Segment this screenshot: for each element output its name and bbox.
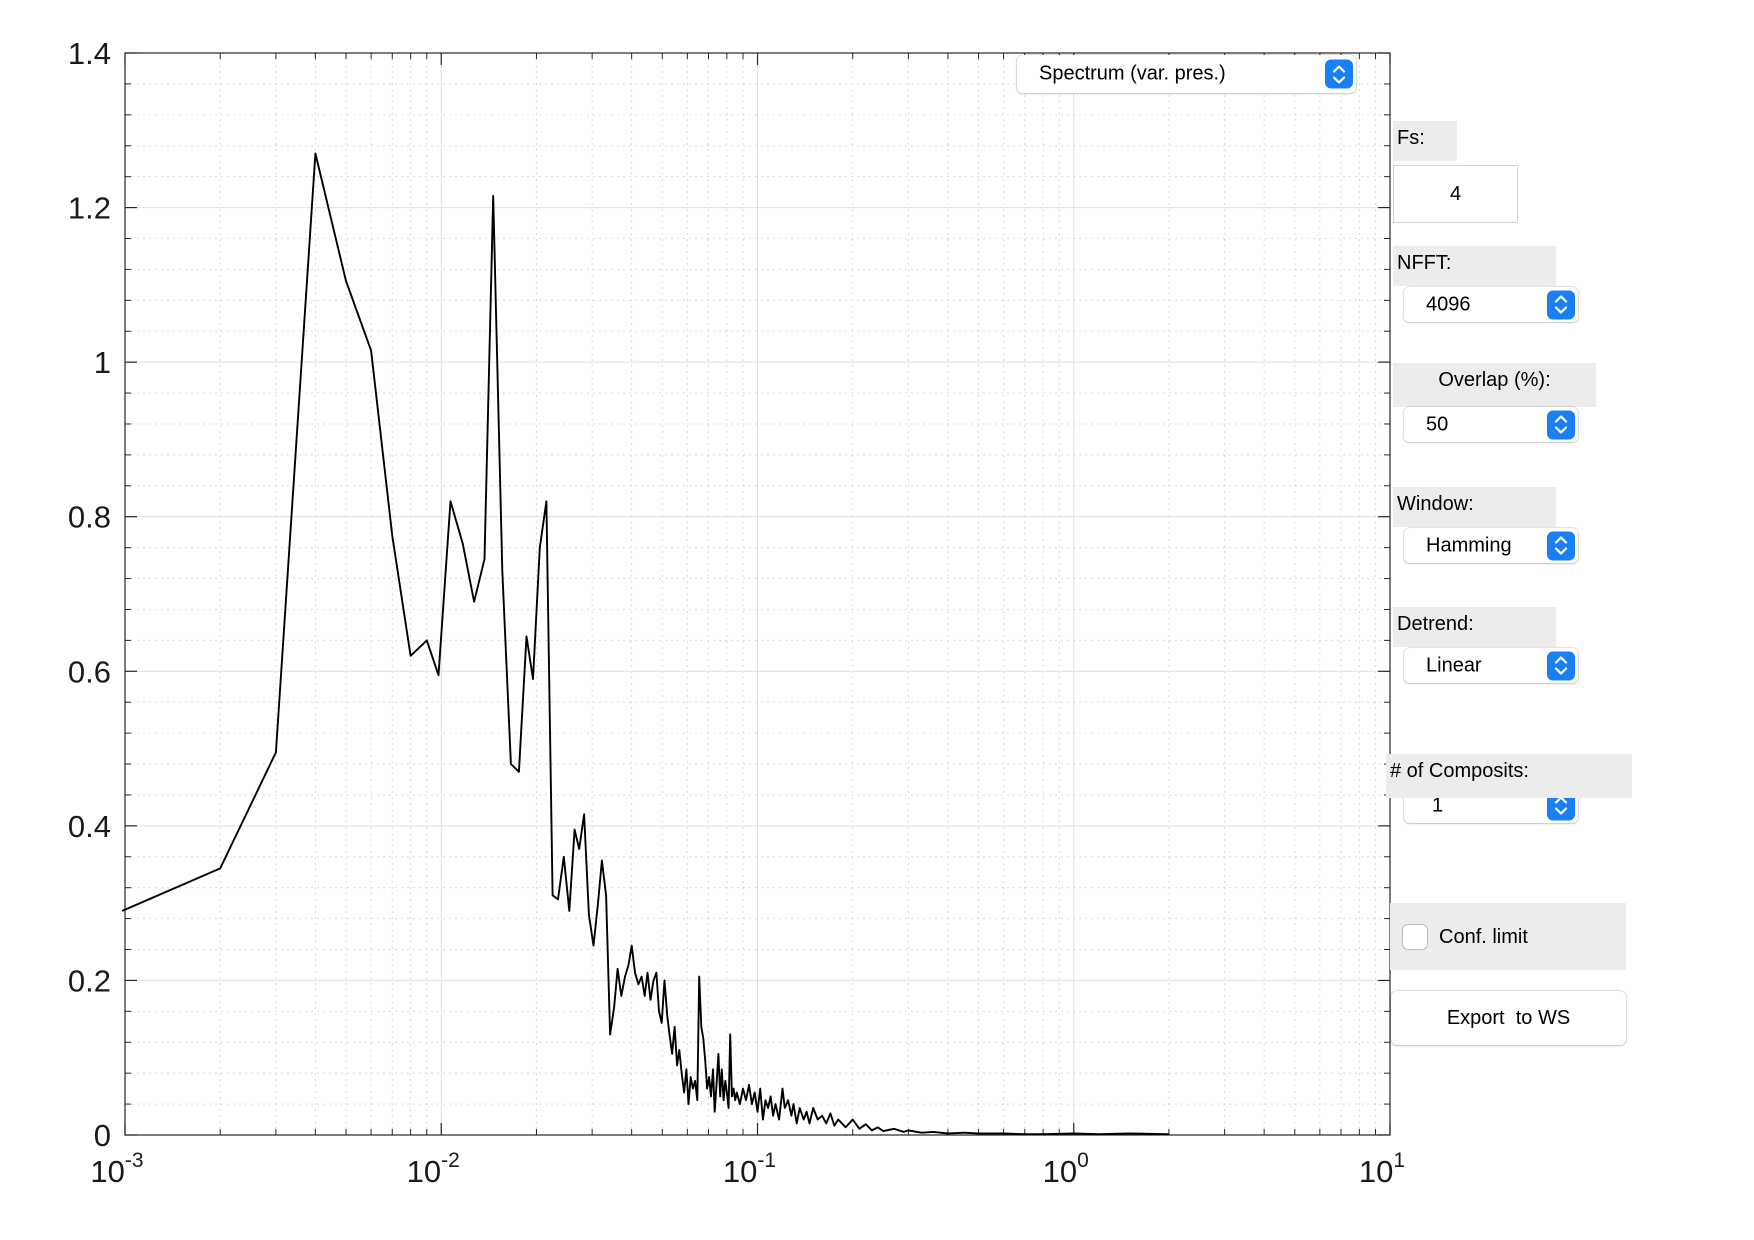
chevron-updown-icon xyxy=(1547,410,1575,439)
y-tick-label: 1.2 xyxy=(68,191,111,226)
detrend-select[interactable]: Linear xyxy=(1404,648,1578,683)
y-tick-label: 0.4 xyxy=(68,809,111,844)
chevron-updown-icon xyxy=(1547,531,1575,560)
y-tick-label: 0.6 xyxy=(68,654,111,689)
detrend-label: Detrend: xyxy=(1393,607,1556,647)
fs-label: Fs: xyxy=(1393,121,1457,161)
x-tick-label: 10-3 xyxy=(90,1149,143,1189)
overlap-select[interactable]: 50 xyxy=(1404,407,1578,442)
window-value: Hamming xyxy=(1426,534,1512,556)
y-tick-label: 0 xyxy=(94,1118,111,1153)
composits-label: # of Composits: xyxy=(1386,754,1632,798)
window-select[interactable]: Hamming xyxy=(1404,528,1578,563)
chevron-updown-icon xyxy=(1325,59,1353,89)
y-tick-label: 1 xyxy=(94,345,111,380)
spectrum-line xyxy=(121,152,1170,1136)
detrend-value: Linear xyxy=(1426,654,1482,676)
minor-grid xyxy=(125,53,1390,1135)
export-to-ws-button[interactable]: Export to WS xyxy=(1391,991,1626,1045)
chevron-updown-icon xyxy=(1547,290,1575,319)
nfft-value: 4096 xyxy=(1426,293,1471,315)
chevron-updown-icon xyxy=(1547,651,1575,680)
x-tick-label: 10-2 xyxy=(407,1149,460,1189)
composits-value: 1 xyxy=(1432,794,1444,816)
x-tick-label: 10-1 xyxy=(723,1149,776,1189)
fs-field[interactable]: 4 xyxy=(1393,165,1518,223)
y-tick-label: 1.4 xyxy=(68,36,111,71)
conf-limit-checkbox[interactable] xyxy=(1402,924,1428,950)
plot-type-value: Spectrum (var. pres.) xyxy=(1039,62,1226,85)
y-tick-labels: 0 0.2 0.4 0.6 0.8 1 1.2 1.4 xyxy=(68,36,111,1153)
nfft-label: NFFT: xyxy=(1393,246,1556,286)
x-tick-labels: 10-3 10-2 10-1 100 101 xyxy=(90,1149,1405,1189)
plot-type-select[interactable]: Spectrum (var. pres.) xyxy=(1017,55,1356,93)
y-tick-label: 0.2 xyxy=(68,963,111,998)
series-layer xyxy=(121,152,1170,1136)
window-label: Window: xyxy=(1393,487,1556,527)
nfft-select[interactable]: 4096 xyxy=(1404,287,1578,322)
major-grid xyxy=(125,53,1390,1135)
y-tick-label: 0.8 xyxy=(68,500,111,535)
overlap-value: 50 xyxy=(1426,413,1449,435)
x-tick-label: 101 xyxy=(1359,1149,1405,1189)
conf-limit-label: Conf. limit xyxy=(1439,926,1528,948)
overlap-label: Overlap (%): xyxy=(1393,363,1596,407)
conf-limit-panel: Conf. limit xyxy=(1390,903,1626,970)
x-tick-label: 100 xyxy=(1043,1149,1089,1189)
